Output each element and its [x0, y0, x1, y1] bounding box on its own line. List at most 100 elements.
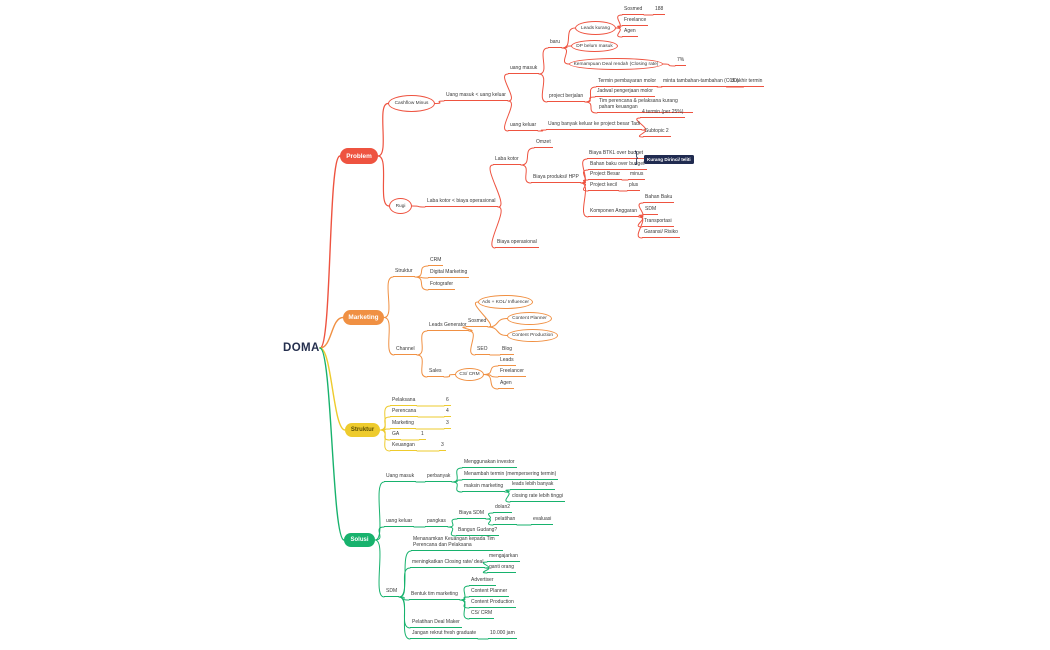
node-perencana[interactable]: Perencana	[390, 408, 419, 417]
node-uang-keluar-solusi[interactable]: uang keluar	[384, 518, 415, 527]
node-marketing-count[interactable]: 3	[444, 420, 451, 429]
node-menambah-termin[interactable]: Menambah termin (mempersering termin)	[462, 471, 559, 480]
node-blog[interactable]: Blog	[500, 346, 515, 355]
node-keuangan[interactable]: Keuangan	[390, 442, 417, 451]
node-4-termin-per-25[interactable]: 4 termin (per 25%)	[640, 109, 686, 118]
node-menggunakan-investor[interactable]: Menggunakan investor	[462, 459, 517, 468]
node-ga[interactable]: GA	[390, 431, 402, 440]
node-garansi-risiko[interactable]: Garansi/ Risiko	[642, 229, 680, 238]
node-leads-sales[interactable]: Leads	[498, 357, 516, 366]
node-freelance[interactable]: Freelance	[622, 17, 649, 26]
node-pelatihan[interactable]: pelatihan	[493, 516, 518, 525]
node-sales[interactable]: Sales	[427, 368, 444, 377]
node-pangkas[interactable]: pangkas	[425, 518, 448, 527]
node-dolan2[interactable]: dolan2	[493, 504, 513, 513]
node-marketing-struktur[interactable]: Struktur	[393, 268, 415, 277]
node-closing-rate-lebih-tinggi[interactable]: closing rate lebih tinggi	[510, 493, 565, 502]
node-mengajarkan[interactable]: mengajarkan	[487, 553, 520, 562]
node-project-besar[interactable]: Project Besar	[588, 171, 623, 180]
node-marketing-staff[interactable]: Marketing	[390, 420, 416, 429]
node-keuangan-count[interactable]: 3	[439, 442, 446, 451]
node-sdm-komponen[interactable]: SDM	[643, 206, 659, 215]
node-perencana-count[interactable]: 4	[444, 408, 451, 417]
node-sosmed-leads[interactable]: Sosmed	[622, 6, 645, 15]
node-maksin-marketing[interactable]: maksin marketing	[462, 483, 506, 492]
node-value-7pct[interactable]: 7%	[675, 57, 687, 66]
node-crm[interactable]: CRM	[428, 257, 444, 266]
node-bentuk-tim-marketing[interactable]: Bentuk tim marketing	[409, 591, 460, 600]
branch-node-solusi[interactable]: Solusi	[344, 533, 375, 547]
node-rugi[interactable]: Rugi	[389, 198, 412, 214]
node-di-akhir-termin[interactable]: di akhir termin	[729, 78, 765, 87]
node-dp-belum-masuk[interactable]: DP belum masuk	[571, 40, 618, 52]
node-uang-masuk[interactable]: uang masuk	[508, 65, 540, 74]
node-minta-tambahan-cco[interactable]: minta tambahan-tambahan (CCO)	[661, 78, 741, 87]
node-seo[interactable]: SEO	[475, 346, 490, 355]
node-laba-kotor-kurang-biaya-operasional[interactable]: Laba kotor < biaya operasional	[425, 198, 498, 207]
node-biaya-produksi-hpp[interactable]: Biaya produksi/ HPP	[531, 174, 581, 183]
node-transportasi[interactable]: Transportasi	[642, 218, 674, 227]
node-10000-jam[interactable]: 10.000 jam	[488, 630, 517, 639]
node-badge-kurang-dirinci[interactable]: Kurang Dirinci/ teliti	[644, 155, 694, 164]
node-agen[interactable]: Agen	[622, 28, 638, 37]
node-komponen-anggaran[interactable]: Komponen Anggaran	[588, 208, 639, 217]
root-node-doma[interactable]: DOMA	[283, 342, 320, 354]
node-advertiser[interactable]: Advertiser	[469, 577, 496, 586]
node-pelaksana[interactable]: Pelaksana	[390, 397, 418, 406]
branch-node-marketing[interactable]: Marketing	[343, 310, 384, 325]
node-content-production-ellipse[interactable]: Content Production	[507, 329, 558, 342]
node-agen-sales[interactable]: Agen	[498, 380, 514, 389]
node-evaluasi[interactable]: evaluasi	[531, 516, 554, 525]
node-bahan-baku[interactable]: Bahan Baku	[643, 194, 675, 203]
node-content-planner-solusi[interactable]: Content Planner	[469, 588, 510, 597]
node-jadwal-pengerjaan-molor[interactable]: Jadwal pengerjaan molor	[595, 88, 655, 97]
node-baru[interactable]: baru	[548, 39, 563, 48]
node-fotografer[interactable]: Fotografer	[428, 281, 456, 290]
node-leads-lebih-banyak[interactable]: leads lebih banyak	[510, 481, 556, 490]
node-value-plus[interactable]: plus	[627, 182, 641, 191]
node-pelatihan-deal-maker[interactable]: Pelatihan Deal Maker	[410, 619, 462, 628]
node-meningkatkan-closing-rate[interactable]: meningkatkan Closing rate/ deal	[410, 559, 486, 568]
node-channel[interactable]: Channel	[394, 346, 417, 355]
node-ganti-orang[interactable]: ganti orang	[487, 564, 517, 573]
node-project-kecil[interactable]: Project kecil	[588, 182, 619, 191]
node-value-minus[interactable]: minus	[628, 171, 646, 180]
node-value-188[interactable]: 188	[653, 6, 666, 15]
branch-node-struktur[interactable]: Struktur	[345, 423, 380, 437]
node-uang-keluar-problem[interactable]: uang keluar	[508, 122, 539, 131]
node-sdm-solusi[interactable]: SDM	[384, 588, 400, 597]
node-kemampuan-deal-rendah[interactable]: Kemampuan Deal rendah (Closing rate)	[569, 58, 663, 70]
node-jangan-rekrut-fresh-graduate[interactable]: Jangan rekrut fresh graduate	[410, 630, 479, 639]
node-content-planner-ellipse[interactable]: Content Planner	[507, 312, 552, 325]
node-freelancer-sales[interactable]: Freelancer	[498, 368, 526, 377]
node-bangun-gudang[interactable]: Bangun Gudang?	[456, 527, 500, 536]
node-leads-kurang[interactable]: Leads kurang	[575, 21, 616, 35]
branch-node-problem[interactable]: Problem	[340, 148, 378, 164]
node-cs-crm-ellipse[interactable]: CS/ CRM	[455, 368, 484, 381]
node-project-berjalan[interactable]: project berjalan	[547, 93, 586, 102]
node-perbanyak[interactable]: perbanyak	[425, 473, 453, 482]
node-tim-kurang-paham-keuangan[interactable]: Tim perencana & pelaksana kurang paham k…	[597, 98, 693, 113]
node-sosmed-channel[interactable]: Sosmed	[466, 318, 489, 327]
node-subtopic-2[interactable]: Subtopic 2	[643, 128, 671, 137]
node-content-production-solusi[interactable]: Content Production	[469, 599, 516, 608]
node-biaya-sdm[interactable]: Biaya SDM	[457, 510, 487, 519]
node-uang-masuk-kurang-uang-keluar[interactable]: Uang masuk < uang keluar	[444, 92, 508, 101]
node-cs-crm-solusi[interactable]: CS/ CRM	[469, 610, 495, 619]
node-pelaksana-count[interactable]: 6	[444, 397, 451, 406]
node-menanamkan-keuangan[interactable]: Menanamkan Keuangan kepada Tim Perencana…	[411, 536, 503, 551]
node-laba-kotor[interactable]: Laba kotor	[493, 156, 521, 165]
node-biaya-operasional[interactable]: Biaya operasional	[495, 239, 539, 248]
node-omzet[interactable]: Omzet	[534, 139, 553, 148]
node-biaya-btkl-over-budget[interactable]: Biaya BTKL over budget	[587, 150, 646, 159]
node-termin-pembayaran-molor[interactable]: Termin pembayaran molor	[596, 78, 659, 87]
node-uang-banyak-keluar-project-besar[interactable]: Uang banyak keluar ke project besar Tadi	[546, 121, 642, 130]
node-ads-kol-influencer[interactable]: Ads + KOL/ Influencer	[478, 295, 533, 309]
node-digital-marketing[interactable]: Digital Marketing	[428, 269, 470, 278]
node-uang-masuk-solusi[interactable]: Uang masuk	[384, 473, 417, 482]
node-ga-count[interactable]: 1	[419, 431, 426, 440]
node-leads-generator[interactable]: Leads Generator	[427, 322, 469, 331]
node-cashflow-minus[interactable]: Cashflow Minus	[388, 95, 435, 112]
node-bahan-baku-over-budget[interactable]: Bahan baku over budget	[588, 161, 647, 170]
